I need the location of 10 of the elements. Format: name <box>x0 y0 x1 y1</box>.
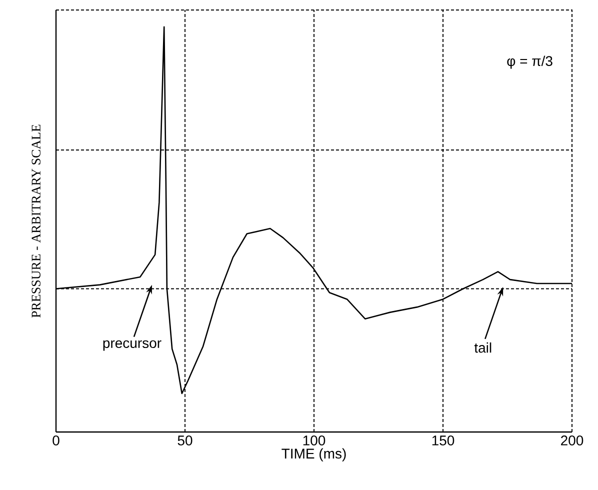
x-tick-label: 200 <box>561 436 584 446</box>
annotation: φ = π/3 <box>507 56 552 69</box>
x-axis-title: TIME (ms) <box>282 448 346 462</box>
x-tick-label: 0 <box>52 436 60 446</box>
y-axis-title: PRESSURE - ARBITRARY SCALE <box>32 124 40 318</box>
x-tick-label: 100 <box>303 436 326 446</box>
annotation: tail <box>474 342 492 353</box>
annotation: precursor <box>103 340 162 351</box>
x-tick-label: 150 <box>432 436 454 446</box>
x-tick-label: 50 <box>178 436 192 446</box>
